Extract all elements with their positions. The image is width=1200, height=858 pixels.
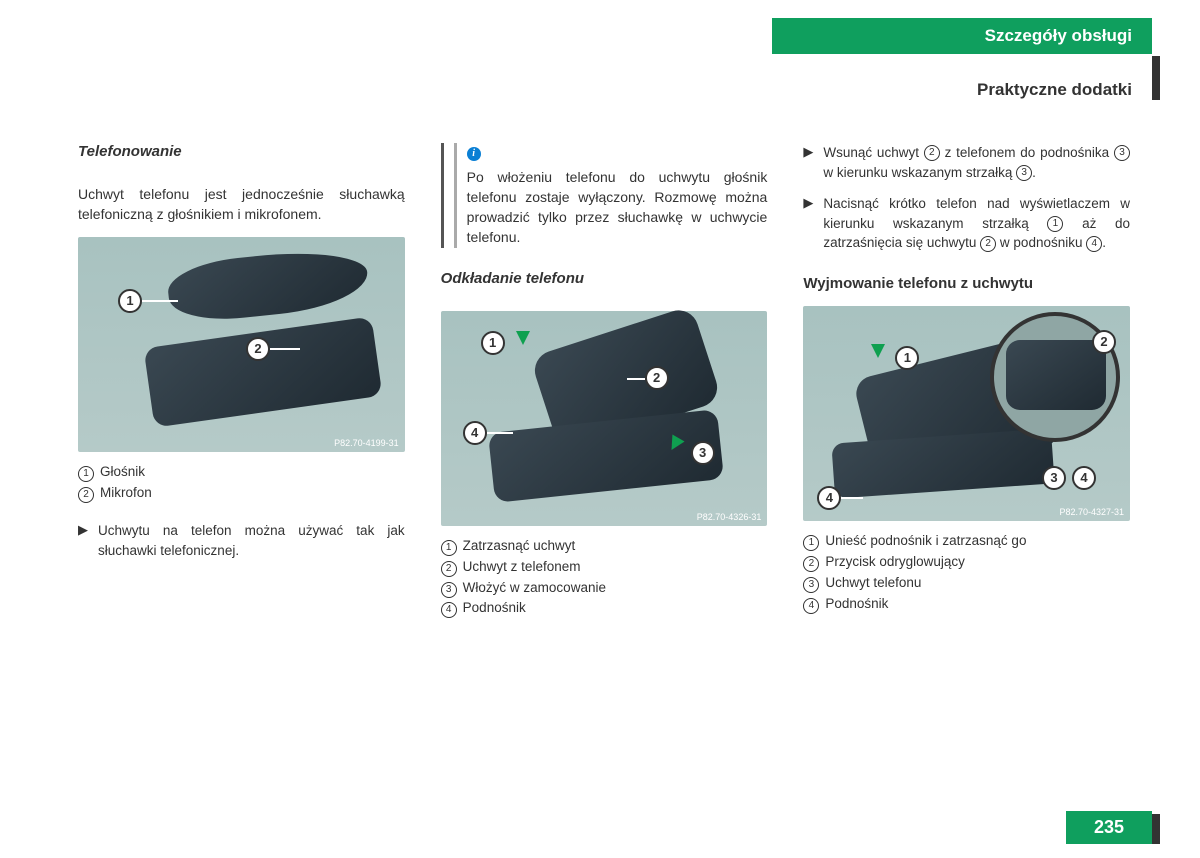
triangle-icon: ▶ [803,194,813,253]
col2-legend: 1Zatrzasnąć uchwyt 2Uchwyt z telefonem 3… [441,536,768,620]
callout-4b: 4 [817,486,841,510]
column-2: i Po włożeniu telefonu do uchwytu głośni… [441,143,768,637]
column-1: Telefonowanie Uchwyt telefonu jest jedno… [78,143,405,637]
figure-2-id: P82.70-4326-31 [697,512,762,522]
callout-4: 4 [1072,466,1096,490]
tab-marker-top [1152,56,1160,100]
col1-bullet: ▶ Uchwytu na telefon można używać tak ja… [78,521,405,560]
triangle-icon: ▶ [803,143,813,182]
info-text: Po włożeniu telefonu do uchwytu głośnik … [467,167,768,248]
info-icon: i [467,147,481,161]
column-3: ▶ Wsunąć uchwyt 2 z telefonem do podnośn… [803,143,1130,637]
callout-2: 2 [1092,330,1116,354]
col3-title: Wyjmowanie telefonu z uchwytu [803,275,1130,292]
figure-3-id: P82.70-4327-31 [1059,507,1124,517]
col1-intro: Uchwyt telefonu jest jednocześnie słucha… [78,184,405,225]
info-box: i Po włożeniu telefonu do uchwytu głośni… [441,143,768,248]
callout-1: 1 [895,346,919,370]
triangle-icon: ▶ [78,521,88,560]
figure-2: 1 2 3 4 P82.70-4326-31 [441,311,768,526]
col3-bullet-2: ▶ Nacisnąć krótko telefon nad wyświetlac… [803,194,1130,253]
chapter-header: Szczegóły obsługi [772,18,1152,54]
callout-4: 4 [463,421,487,445]
tab-marker-bottom [1152,814,1160,844]
page-number: 235 [1066,811,1152,844]
col3-bullet-1: ▶ Wsunąć uchwyt 2 z telefonem do podnośn… [803,143,1130,182]
callout-2: 2 [246,337,270,361]
col2-title: Odkładanie telefonu [441,270,768,287]
section-subtitle: Praktyczne dodatki [977,80,1132,100]
figure-1: 1 2 P82.70-4199-31 [78,237,405,452]
page-content: Telefonowanie Uchwyt telefonu jest jedno… [78,143,1130,637]
col1-legend: 1Głośnik 2Mikrofon [78,462,405,504]
callout-3: 3 [691,441,715,465]
col1-title: Telefonowanie [78,143,405,160]
callout-1: 1 [118,289,142,313]
col3-legend: 1Unieść podnośnik i zatrzasnąć go 2Przyc… [803,531,1130,615]
figure-3: 1 2 3 4 4 P82.70-4327-31 [803,306,1130,521]
callout-1: 1 [481,331,505,355]
callout-2: 2 [645,366,669,390]
callout-3: 3 [1042,466,1066,490]
figure-1-id: P82.70-4199-31 [334,438,399,448]
